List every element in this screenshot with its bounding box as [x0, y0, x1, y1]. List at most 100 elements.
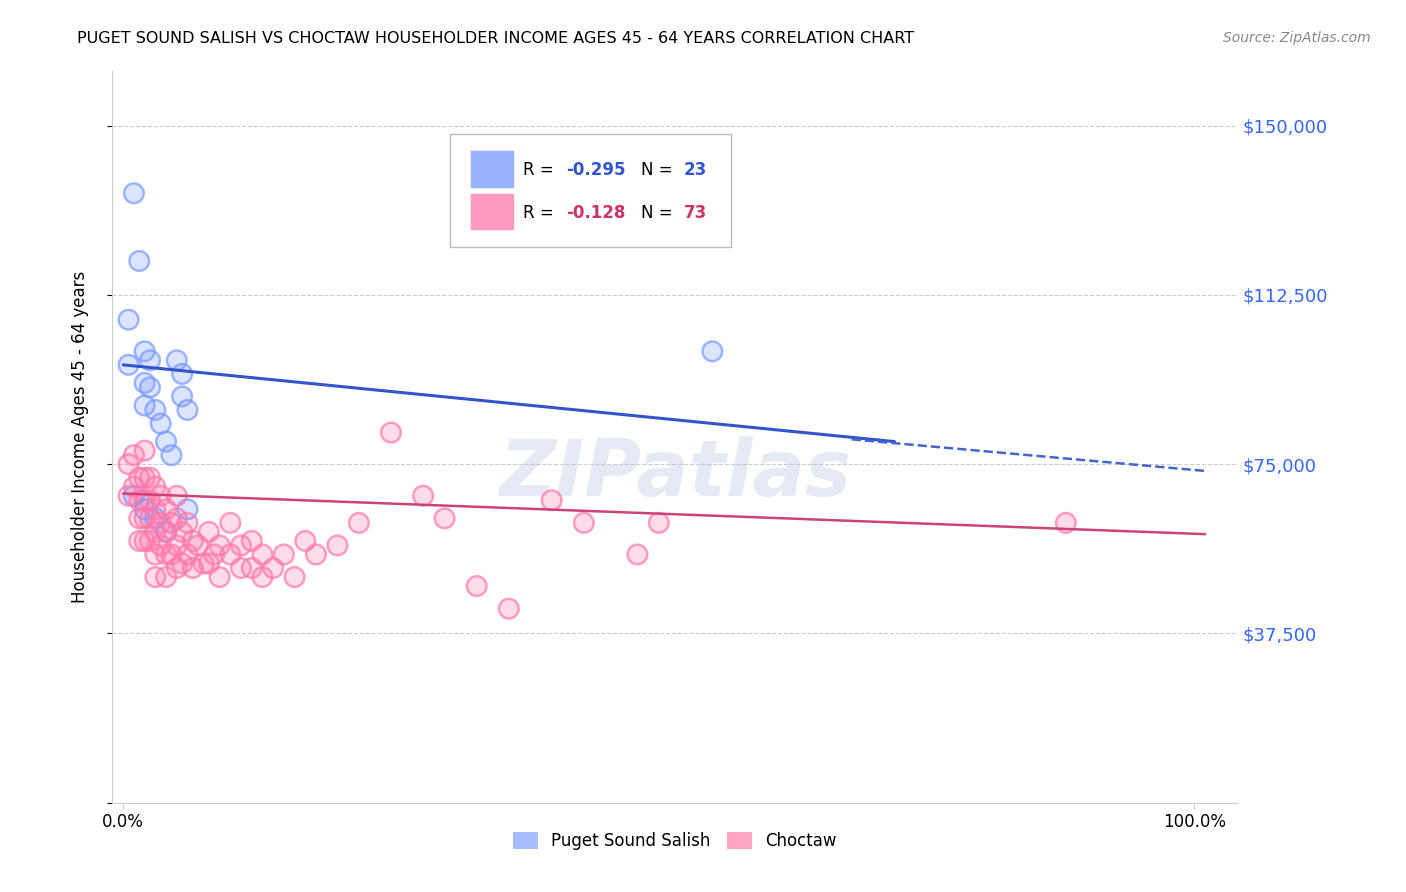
Point	[139, 533, 162, 548]
Point	[326, 538, 349, 552]
Point	[155, 502, 177, 516]
Point	[134, 502, 156, 516]
Point	[240, 561, 263, 575]
Point	[412, 489, 434, 503]
Point	[176, 403, 198, 417]
Point	[139, 511, 162, 525]
Point	[240, 561, 263, 575]
Point	[181, 533, 204, 548]
Point	[219, 516, 242, 530]
Text: PUGET SOUND SALISH VS CHOCTAW HOUSEHOLDER INCOME AGES 45 - 64 YEARS CORRELATION : PUGET SOUND SALISH VS CHOCTAW HOUSEHOLDE…	[77, 31, 914, 46]
Point	[198, 524, 221, 539]
Point	[155, 524, 177, 539]
Point	[160, 548, 183, 562]
Point	[117, 312, 139, 326]
Point	[465, 579, 488, 593]
Point	[172, 557, 194, 571]
Point	[202, 548, 225, 562]
Point	[134, 399, 156, 413]
Point	[143, 403, 166, 417]
Point	[134, 443, 156, 458]
Point	[1054, 516, 1077, 530]
Point	[143, 548, 166, 562]
Point	[208, 538, 231, 552]
Point	[229, 561, 252, 575]
Point	[229, 538, 252, 552]
Point	[1054, 516, 1077, 530]
Text: -0.295: -0.295	[565, 161, 626, 179]
Point	[160, 448, 183, 462]
Point	[187, 538, 209, 552]
Point	[284, 570, 307, 584]
Point	[134, 502, 156, 516]
Point	[117, 457, 139, 471]
Point	[128, 511, 150, 525]
Point	[160, 448, 183, 462]
Point	[134, 376, 156, 390]
Point	[572, 516, 595, 530]
Point	[172, 524, 194, 539]
Legend: Puget Sound Salish, Choctaw: Puget Sound Salish, Choctaw	[506, 825, 844, 856]
Point	[347, 516, 370, 530]
Point	[284, 570, 307, 584]
Point	[176, 516, 198, 530]
Point	[149, 417, 172, 431]
Point	[134, 493, 156, 508]
Point	[166, 353, 188, 368]
Point	[143, 511, 166, 525]
Point	[117, 489, 139, 503]
Point	[305, 548, 328, 562]
Point	[143, 403, 166, 417]
Point	[155, 570, 177, 584]
Point	[172, 557, 194, 571]
Point	[139, 353, 162, 368]
Point	[305, 548, 328, 562]
Point	[160, 516, 183, 530]
Point	[122, 186, 145, 201]
Point	[117, 489, 139, 503]
Point	[412, 489, 434, 503]
Text: 73: 73	[683, 204, 707, 222]
Point	[128, 471, 150, 485]
Point	[166, 489, 188, 503]
Point	[160, 548, 183, 562]
Point	[172, 367, 194, 381]
Point	[122, 448, 145, 462]
Point	[229, 561, 252, 575]
Point	[166, 489, 188, 503]
Point	[219, 548, 242, 562]
Point	[117, 358, 139, 372]
Point	[294, 533, 316, 548]
Point	[252, 548, 274, 562]
Point	[149, 516, 172, 530]
Point	[139, 471, 162, 485]
Point	[134, 399, 156, 413]
Point	[187, 538, 209, 552]
Point	[252, 548, 274, 562]
Point	[626, 548, 648, 562]
Point	[128, 493, 150, 508]
Point	[347, 516, 370, 530]
Point	[380, 425, 402, 440]
Point	[498, 601, 520, 615]
Point	[143, 570, 166, 584]
Point	[176, 502, 198, 516]
Point	[139, 380, 162, 394]
Point	[155, 524, 177, 539]
Point	[122, 480, 145, 494]
Point	[128, 493, 150, 508]
Point	[155, 434, 177, 449]
Point	[143, 548, 166, 562]
Point	[149, 489, 172, 503]
Point	[166, 561, 188, 575]
Point	[149, 538, 172, 552]
Point	[128, 254, 150, 268]
Point	[648, 516, 671, 530]
Point	[155, 502, 177, 516]
Point	[229, 538, 252, 552]
Point	[134, 533, 156, 548]
Point	[193, 557, 215, 571]
Point	[540, 493, 562, 508]
Point	[128, 533, 150, 548]
Point	[160, 516, 183, 530]
